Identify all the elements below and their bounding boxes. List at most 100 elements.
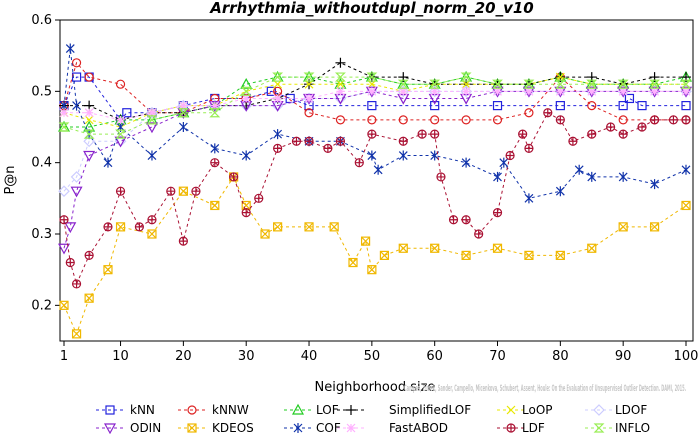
point-ldof-14 bbox=[460, 85, 472, 98]
legend-item-knnw: kNNW bbox=[178, 403, 249, 417]
point-kdeos-18-x bbox=[398, 243, 408, 253]
point-cof-19 bbox=[499, 157, 509, 168]
legend-label-lof: LOF bbox=[316, 403, 339, 417]
point-kdeos-2 bbox=[84, 293, 94, 303]
point-kdeos-0 bbox=[59, 300, 69, 310]
point-knnw-11 bbox=[367, 115, 377, 125]
point-kdeos-10 bbox=[260, 229, 270, 239]
point-ldf-20-cross bbox=[355, 158, 364, 167]
x-tick-label: 70 bbox=[489, 349, 506, 364]
x-tick-label: 60 bbox=[426, 349, 443, 364]
point-cof-18 bbox=[493, 171, 502, 182]
legend-marker-ldf-cross bbox=[507, 424, 515, 432]
point-kdeos-4-x bbox=[116, 222, 125, 232]
legend-label-kdeos: KDEOS bbox=[212, 421, 254, 434]
point-cof-13 bbox=[367, 150, 377, 161]
point-fastabod-16 bbox=[555, 86, 565, 96]
point-ldf-38-cross bbox=[619, 130, 628, 139]
chart-title: Arrhythmia_withoutdupl_norm_20_v10 bbox=[209, 0, 533, 17]
x-axis-label: Neighborhood size bbox=[315, 380, 436, 395]
point-inflo-10 bbox=[366, 72, 378, 82]
legend-label-ldf: LDF bbox=[522, 421, 545, 434]
point-cof-21 bbox=[555, 186, 565, 197]
point-knnw-14 bbox=[461, 115, 471, 125]
x-tick-label: 50 bbox=[364, 349, 381, 364]
x-tick-label: 1 bbox=[60, 349, 68, 364]
x-tick-label: 40 bbox=[301, 349, 318, 364]
point-ldf-27-cross bbox=[462, 215, 471, 224]
point-knn-19 bbox=[681, 100, 691, 111]
point-cof-17 bbox=[461, 157, 471, 168]
point-knnw-12 bbox=[398, 115, 408, 125]
point-knnw-13 bbox=[430, 115, 440, 125]
x-tick-label: 20 bbox=[175, 349, 192, 364]
point-kdeos-13-x bbox=[329, 222, 339, 232]
point-ldf-2-cross bbox=[72, 279, 81, 288]
series-line-loop bbox=[63, 76, 686, 128]
point-kdeos-15 bbox=[360, 236, 371, 246]
point-inflo-2 bbox=[115, 129, 126, 139]
series-ldf bbox=[59, 108, 691, 289]
series-layer bbox=[57, 43, 693, 339]
x-tick-label: 90 bbox=[615, 349, 632, 364]
point-fastabod-7 bbox=[273, 94, 283, 103]
point-kdeos-20 bbox=[461, 250, 471, 260]
point-ldof-1 bbox=[70, 171, 83, 183]
point-knn-12 bbox=[367, 100, 377, 111]
point-ldf-4-cross bbox=[103, 222, 112, 231]
point-knn-17 bbox=[624, 93, 635, 104]
point-ldf-24-cross bbox=[430, 130, 439, 139]
point-kdeos-11 bbox=[273, 222, 283, 232]
point-knnw-18 bbox=[587, 100, 597, 111]
point-ldf-10-cross bbox=[191, 187, 200, 196]
plot-frame bbox=[59, 19, 694, 342]
legend-label-ldof: LDOF bbox=[615, 403, 647, 417]
legend-label-fastabod: FastABOD bbox=[389, 421, 448, 434]
point-inflo-3 bbox=[146, 115, 158, 125]
point-fastabod-10 bbox=[367, 86, 377, 96]
series-line-kdeos bbox=[63, 175, 687, 336]
y-tick-label: 0.3 bbox=[31, 227, 52, 242]
legend-item-ldof: LDOF bbox=[585, 403, 647, 417]
point-ldf-23-cross bbox=[418, 130, 427, 139]
legend-label-knnw: kNNW bbox=[212, 403, 249, 417]
point-fastabod-9 bbox=[336, 86, 345, 96]
point-kdeos-5-x bbox=[147, 229, 157, 239]
legend-item-ldf: LDF bbox=[497, 421, 545, 434]
point-kdeos-1 bbox=[71, 329, 82, 339]
point-knn-1 bbox=[71, 72, 82, 82]
point-cof-26 bbox=[681, 164, 691, 175]
point-ldf-32-cross bbox=[524, 144, 533, 153]
point-fastabod-14 bbox=[493, 86, 502, 96]
point-inflo-15 bbox=[523, 79, 535, 89]
legend-marker-simplifiedlof bbox=[346, 405, 356, 415]
point-knn-15 bbox=[555, 100, 565, 111]
point-kdeos-4 bbox=[115, 222, 126, 232]
point-ldof-13 bbox=[428, 85, 441, 98]
point-kdeos-18 bbox=[398, 243, 408, 253]
legend-marker-kdeos-x bbox=[187, 423, 197, 433]
legend-item-loop: LoOP bbox=[497, 403, 553, 417]
x-tick-label: 10 bbox=[112, 349, 129, 364]
series-cof bbox=[59, 43, 691, 204]
legend-item-simplifiedlof: SimplifiedLOF bbox=[337, 403, 471, 417]
point-cof-20 bbox=[524, 193, 534, 204]
legend-label-loop: LoOP bbox=[522, 403, 553, 417]
point-odin-2 bbox=[70, 186, 83, 198]
legend-marker-fastabod bbox=[346, 423, 356, 433]
point-kdeos-6 bbox=[178, 186, 188, 196]
legend-marker-knn bbox=[105, 405, 115, 415]
point-kdeos-13 bbox=[329, 222, 339, 232]
point-kdeos-23-x bbox=[555, 250, 565, 260]
point-inflo-8 bbox=[303, 72, 315, 82]
point-knn-13 bbox=[430, 100, 440, 111]
point-ldf-19-cross bbox=[336, 137, 345, 146]
point-inflo-9 bbox=[334, 72, 346, 82]
point-knn-16 bbox=[618, 100, 628, 111]
point-ldf-40-cross bbox=[650, 115, 659, 124]
legend-item-kdeos: KDEOS bbox=[178, 421, 254, 434]
point-cof-9 bbox=[241, 150, 251, 161]
point-kdeos-27 bbox=[681, 200, 691, 211]
legend-marker-inflo bbox=[593, 423, 605, 433]
point-kdeos-27-x bbox=[681, 201, 691, 210]
